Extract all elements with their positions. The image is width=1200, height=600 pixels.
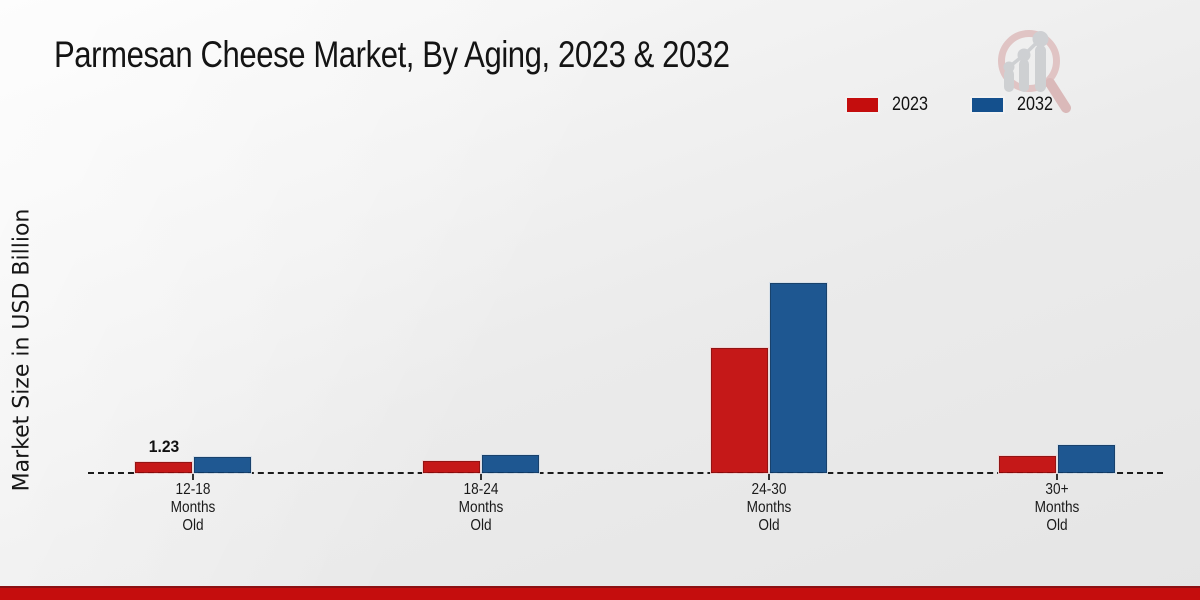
bar-2032-30-months-old (1057, 444, 1116, 474)
logo-bars (1003, 31, 1049, 92)
legend-label-2032: 2032 (1017, 94, 1054, 115)
chart-title: Parmesan Cheese Market, By Aging, 2023 &… (54, 34, 730, 75)
logo-magnifier-handle (1045, 78, 1071, 113)
x-axis-tick (192, 474, 194, 480)
bar-value-label: 1.23 (148, 437, 179, 456)
bar-2023-24-30-months-old (710, 347, 769, 474)
bar-2023-12-18-months-old (134, 461, 193, 474)
x-tick-label-30-months-old: 30+ Months Old (1034, 481, 1080, 534)
legend-item-2032: 2032 (970, 94, 1059, 116)
legend: 2023 2032 (845, 94, 1060, 116)
y-axis-label: Market Size in USD Billion (9, 208, 35, 492)
legend-swatch-2032 (970, 96, 1006, 114)
x-tick-label-12-18-months-old: 12-18 Months Old (170, 481, 216, 534)
legend-swatch-2023 (845, 96, 880, 114)
legend-label-2023: 2023 (892, 94, 928, 115)
logo-magnifier-ring (998, 30, 1060, 92)
magnifier-bar-chart-logo (998, 30, 1071, 113)
bar-2023-18-24-months-old (422, 460, 481, 474)
x-tick-label-18-24-months-old: 18-24 Months Old (458, 481, 504, 534)
bar-2032-24-30-months-old (769, 282, 828, 474)
x-axis-tick (480, 474, 482, 480)
zero-axis-line (88, 472, 1163, 474)
bar-2023-30-months-old (998, 455, 1057, 474)
bottom-accent-bar (0, 586, 1200, 600)
x-tick-label-24-30-months-old: 24-30 Months Old (746, 481, 792, 534)
x-axis-tick (1056, 474, 1058, 480)
x-axis-tick (768, 474, 770, 480)
bar-2032-18-24-months-old (481, 454, 540, 474)
bar-2032-12-18-months-old (193, 456, 252, 474)
legend-item-2023: 2023 (845, 94, 934, 116)
